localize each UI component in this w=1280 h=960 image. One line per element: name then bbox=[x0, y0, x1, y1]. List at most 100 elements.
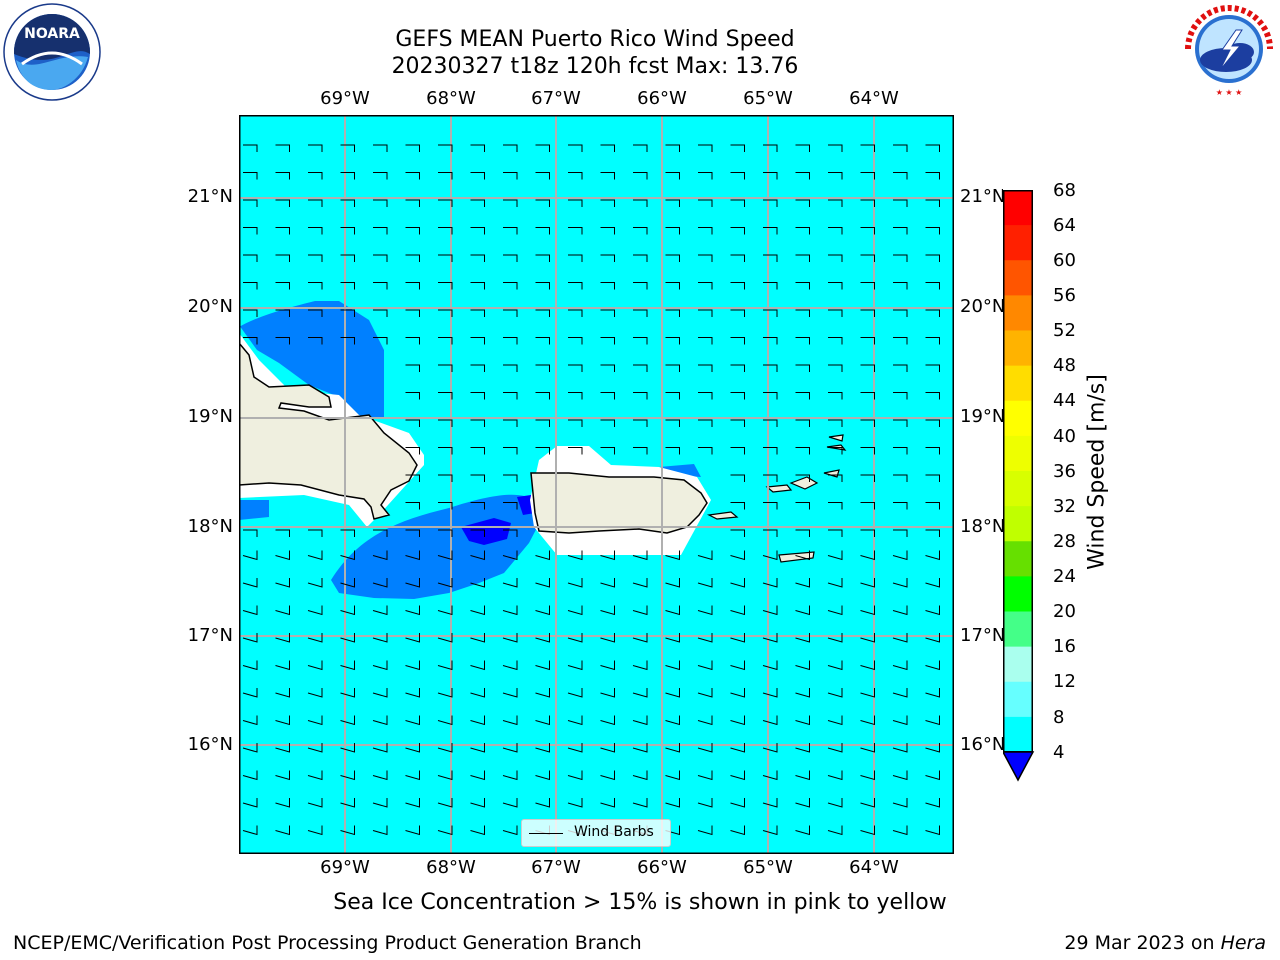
wind-barb bbox=[373, 172, 388, 180]
wind-barb bbox=[567, 578, 583, 588]
wind-barb bbox=[340, 743, 355, 753]
wind-barb bbox=[307, 715, 323, 726]
wind-barb bbox=[372, 825, 388, 836]
wind-barb bbox=[470, 337, 485, 345]
wind-barb bbox=[925, 502, 940, 510]
wind-barb bbox=[535, 172, 550, 180]
lat-label: 18°N bbox=[187, 516, 233, 537]
wind-barb bbox=[243, 282, 258, 290]
wind-barb bbox=[665, 364, 680, 372]
wind-barb bbox=[632, 578, 648, 588]
wind-barb bbox=[795, 419, 810, 427]
wind-barb bbox=[925, 199, 940, 207]
wind-barb bbox=[632, 660, 648, 671]
wind-barb bbox=[925, 254, 940, 262]
wind-barb bbox=[600, 309, 615, 317]
wind-barb bbox=[925, 660, 940, 671]
wind-barb bbox=[405, 633, 420, 643]
wind-barb bbox=[600, 770, 615, 781]
wind-barb bbox=[470, 282, 485, 290]
wind-barb bbox=[535, 633, 550, 643]
wind-barb bbox=[307, 550, 323, 561]
wind-barb bbox=[860, 770, 875, 781]
wind-barb bbox=[405, 392, 420, 400]
wind-region-north bbox=[239, 301, 384, 417]
map-panel[interactable]: Wind Barbs bbox=[238, 115, 954, 854]
wind-barb bbox=[275, 633, 290, 643]
wind-barb bbox=[763, 199, 778, 207]
wind-barb bbox=[438, 474, 453, 482]
wind-barb bbox=[665, 715, 680, 726]
colorbar-segment bbox=[1003, 400, 1033, 437]
wind-barb bbox=[242, 770, 258, 781]
wind-barb bbox=[892, 715, 908, 726]
wind-barb bbox=[762, 825, 778, 836]
wind-barb bbox=[340, 337, 355, 345]
wind-barb bbox=[405, 199, 420, 207]
lon-label: 65°W bbox=[743, 88, 793, 109]
footer-date: 29 Mar 2023 on Hera bbox=[1064, 932, 1266, 954]
wind-barb bbox=[535, 392, 550, 400]
wind-barb bbox=[827, 688, 843, 698]
wind-barb bbox=[730, 550, 745, 561]
legend-barb-icon bbox=[529, 833, 563, 834]
wind-barb bbox=[275, 825, 290, 836]
wind-barb bbox=[502, 770, 518, 781]
wind-barb bbox=[762, 715, 778, 726]
wind-barb bbox=[568, 419, 583, 427]
wind-barb bbox=[243, 529, 258, 537]
lon-label: 66°W bbox=[637, 88, 687, 109]
wind-barb bbox=[828, 309, 843, 317]
colorbar bbox=[1001, 190, 1035, 789]
wind-barb bbox=[665, 309, 680, 317]
wind-barb bbox=[340, 309, 355, 317]
wind-barb bbox=[275, 254, 290, 262]
wind-barb bbox=[503, 282, 518, 290]
wind-barb bbox=[860, 282, 875, 290]
wind-barb bbox=[340, 227, 355, 235]
wind-barb bbox=[242, 825, 258, 836]
wind-barb bbox=[860, 392, 875, 400]
wind-barb bbox=[405, 282, 420, 290]
wind-barb bbox=[437, 743, 453, 753]
wind-barb bbox=[827, 715, 843, 726]
wind-barb bbox=[568, 199, 583, 207]
wind-barb bbox=[860, 309, 875, 317]
wind-barb bbox=[795, 254, 810, 262]
wind-barb bbox=[795, 144, 810, 152]
wind-barb bbox=[568, 144, 583, 152]
wind-barb bbox=[243, 227, 258, 235]
wind-barb bbox=[827, 660, 843, 671]
wind-barb bbox=[893, 309, 908, 317]
colorbar-tick: 64 bbox=[1053, 215, 1076, 236]
wind-barb bbox=[730, 474, 745, 482]
wind-barb bbox=[307, 633, 323, 643]
wind-barb bbox=[860, 550, 875, 561]
wind-barb bbox=[828, 144, 843, 152]
wind-barb bbox=[763, 419, 778, 427]
wind-barb bbox=[892, 688, 908, 698]
wind-barb bbox=[600, 798, 615, 808]
wind-barb bbox=[632, 550, 648, 561]
colorbar-segment bbox=[1003, 681, 1033, 718]
wind-barb bbox=[405, 798, 420, 808]
wind-barb bbox=[567, 798, 583, 808]
wind-barb bbox=[892, 825, 908, 836]
wind-barb bbox=[860, 144, 875, 152]
wind-barb bbox=[438, 199, 453, 207]
wind-barb bbox=[632, 688, 648, 698]
wind-barb bbox=[340, 550, 355, 561]
wind-barb bbox=[860, 578, 875, 588]
wind-region-west-strip bbox=[239, 500, 269, 520]
wind-barb bbox=[665, 550, 680, 561]
wind-barb bbox=[535, 798, 550, 808]
wind-barb bbox=[438, 309, 453, 317]
wind-barb bbox=[730, 364, 745, 372]
wind-barb bbox=[860, 688, 875, 698]
colorbar-tick: 28 bbox=[1053, 531, 1076, 552]
chart-subtitle: 20230327 t18z 120h fcst Max: 13.76 bbox=[391, 54, 799, 79]
wind-barb bbox=[242, 660, 258, 671]
colorbar-segment bbox=[1003, 435, 1033, 472]
land-small-island bbox=[828, 434, 844, 442]
wind-barb bbox=[340, 199, 355, 207]
